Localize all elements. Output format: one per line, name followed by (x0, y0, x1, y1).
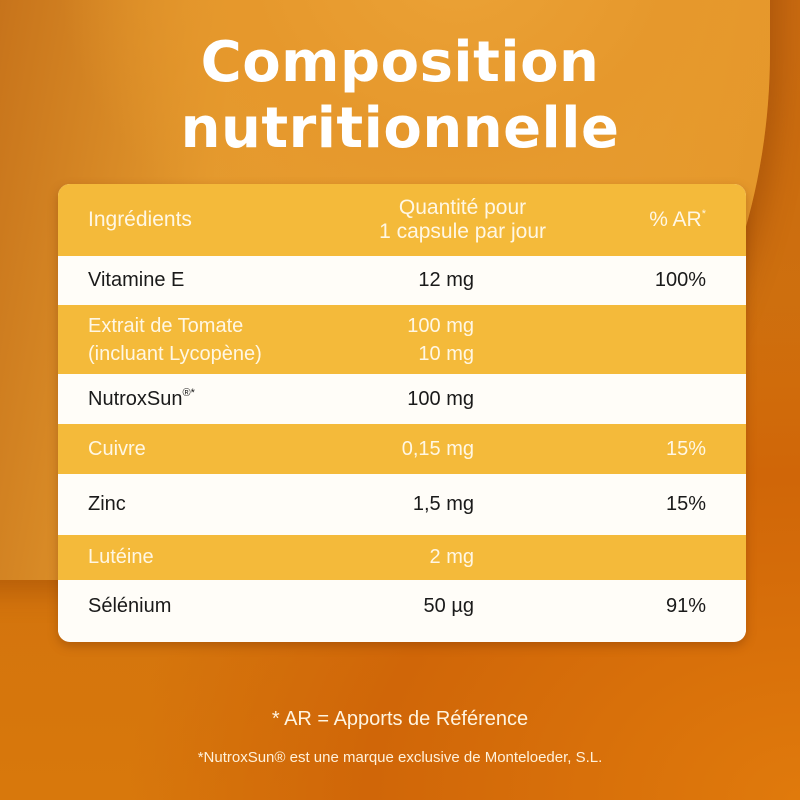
table-row: Sélénium 50 µg 91% (58, 580, 746, 632)
page-title: Composition nutritionnelle (0, 30, 800, 162)
table-row: Lutéine 2 mg (58, 535, 746, 580)
trademark-footnote: *NutroxSun® est une marque exclusive de … (197, 749, 603, 766)
table-row: Extrait de Tomate (incluant Lycopène) 10… (58, 305, 746, 374)
title-line-2: nutritionnelle (180, 96, 620, 161)
ar-footnote: * AR = Apports de Référence (271, 708, 529, 730)
header-quantity: Quantité pour 1 capsule par jour (379, 196, 546, 243)
nutrition-table: Ingrédients Quantité pour 1 capsule par … (58, 184, 746, 642)
table-header: Ingrédients Quantité pour 1 capsule par … (58, 184, 746, 256)
table-row: Vitamine E 12 mg 100% (58, 256, 746, 305)
header-ingredients: Ingrédients (88, 208, 192, 231)
table-row: NutroxSun®* 100 mg (58, 374, 746, 424)
title-line-1: Composition (200, 30, 600, 95)
header-ar: % AR* (649, 208, 706, 231)
table-row: Zinc 1,5 mg 15% (58, 474, 746, 535)
table-row: Cuivre 0,15 mg 15% (58, 424, 746, 474)
